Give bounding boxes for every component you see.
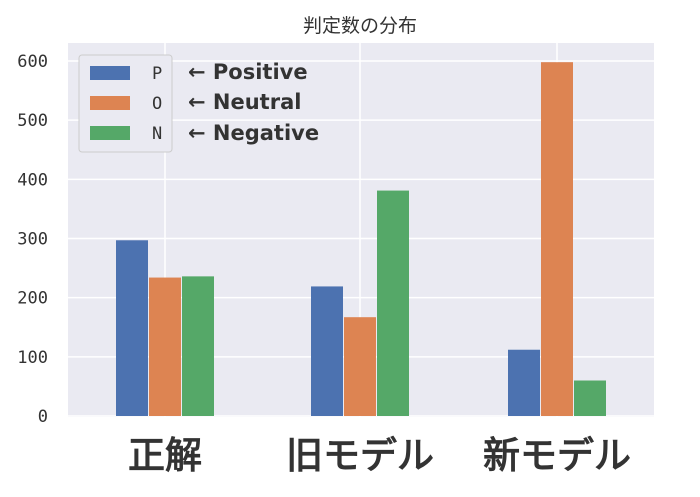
y-tick-label: 200: [17, 289, 48, 309]
y-tick-label: 300: [17, 230, 48, 250]
legend-label-o: O: [152, 94, 162, 114]
y-axis-ticks: 0 100 200 300 400 500 600: [17, 52, 48, 427]
bars: [116, 62, 606, 416]
x-category-label: 新モデル: [483, 434, 631, 477]
annotation-negative: ← Negative: [188, 121, 319, 145]
y-tick-label: 500: [17, 111, 48, 131]
annotation-neutral: ← Neutral: [188, 90, 301, 114]
x-category-label: 正解: [128, 434, 202, 477]
bar-p-1: [311, 286, 343, 416]
legend-swatch-o: [90, 96, 130, 110]
bar-o-0: [149, 277, 181, 416]
bar-n-1: [377, 190, 409, 416]
bar-n-0: [182, 276, 214, 416]
annotation-positive: ← Positive: [188, 60, 308, 84]
bar-p-2: [508, 349, 540, 416]
bar-o-2: [541, 62, 573, 416]
bar-p-0: [116, 240, 148, 416]
legend-label-n: N: [152, 124, 162, 144]
x-axis-categories: 正解 旧モデル 新モデル: [128, 434, 631, 477]
legend-swatch-n: [90, 126, 130, 140]
y-tick-label: 400: [17, 170, 48, 190]
bar-n-2: [574, 380, 606, 416]
legend-label-p: P: [152, 64, 162, 84]
chart-title: 判定数の分布: [303, 15, 417, 37]
legend-swatch-p: [90, 66, 130, 80]
y-tick-label: 0: [38, 407, 48, 427]
y-tick-label: 100: [17, 348, 48, 368]
x-category-label: 旧モデル: [286, 434, 434, 477]
legend: P O N: [78, 54, 173, 153]
y-tick-label: 600: [17, 52, 48, 72]
bar-o-1: [344, 317, 376, 416]
